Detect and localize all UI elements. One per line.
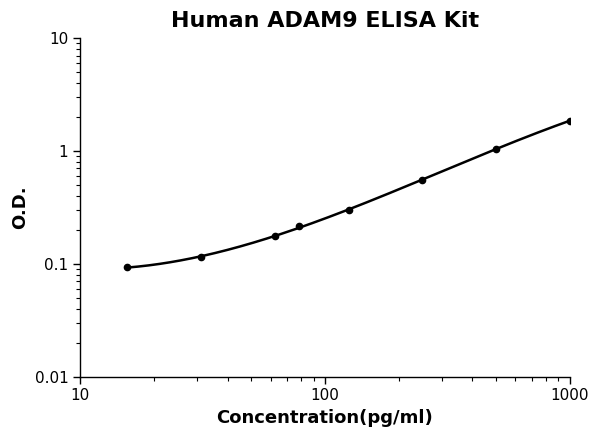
Title: Human ADAM9 ELISA Kit: Human ADAM9 ELISA Kit	[171, 11, 479, 31]
Y-axis label: O.D.: O.D.	[11, 186, 29, 229]
X-axis label: Concentration(pg/ml): Concentration(pg/ml)	[217, 409, 433, 427]
